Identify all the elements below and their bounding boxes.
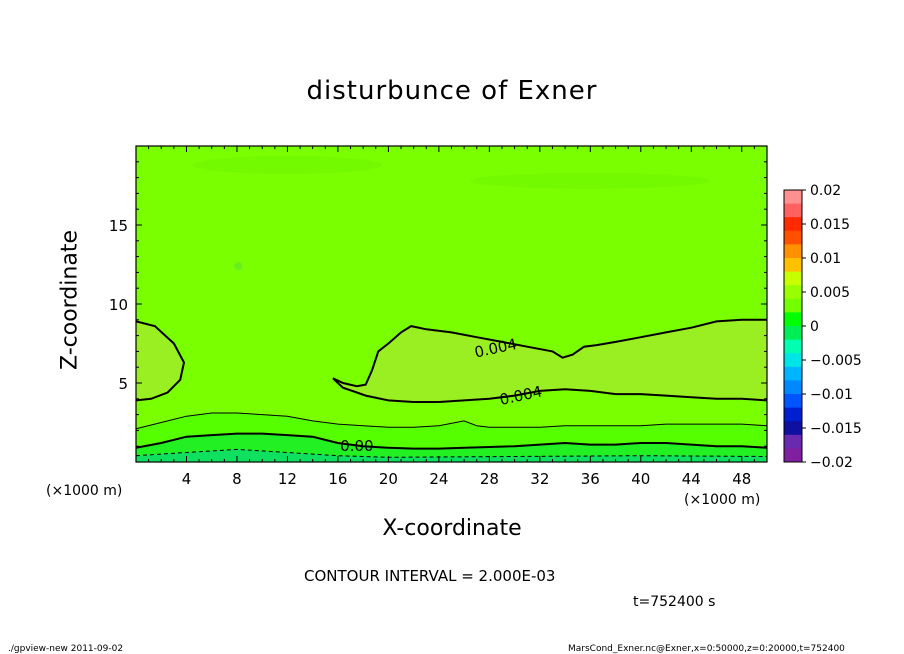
fill-patch [192, 155, 383, 174]
colorbar-band [784, 353, 802, 368]
x-tick-label: 28 [480, 470, 499, 488]
colorbar-band [784, 203, 802, 218]
colorbar-tick-label: 0.02 [810, 183, 841, 199]
time-label: t=752400 s [633, 594, 716, 610]
colorbar-band [784, 339, 802, 354]
colorbar-band [784, 394, 802, 409]
contour-line [136, 448, 767, 458]
colorbar-band [784, 366, 802, 381]
y-tick-label: 10 [109, 296, 128, 314]
fill-band-negative [136, 449, 767, 462]
colorbar-band [784, 285, 802, 300]
contour-interval-text: CONTOUR INTERVAL = 2.000E-03 [304, 567, 556, 585]
x-tick-label: 24 [429, 470, 448, 488]
colorbar-band [784, 244, 802, 259]
colorbar-tick-label: 0.015 [810, 217, 850, 233]
x-tick-label: 36 [581, 470, 600, 488]
x-axis-label-text: X-coordinate [382, 516, 522, 541]
colorbar-band [784, 190, 802, 205]
y-tick-label: 5 [118, 375, 128, 393]
contour-line [136, 412, 767, 430]
fill-background [136, 146, 767, 462]
fill-patch [470, 172, 711, 189]
x-tick-label: 44 [682, 470, 701, 488]
colorbar-band [784, 230, 802, 245]
contour-line [136, 432, 767, 450]
x-tick-label: 8 [232, 470, 242, 488]
colorbar-band [784, 380, 802, 395]
x-tick-label: 32 [530, 470, 549, 488]
colorbar-tick-label: 0 [810, 319, 819, 335]
x-tick-label: 4 [182, 470, 192, 488]
contour-line [332, 377, 767, 403]
colorbar-tick-label: 0.005 [810, 285, 850, 301]
colorbar-band [784, 271, 802, 286]
x-tick-label: 48 [732, 470, 751, 488]
y-axis-unit-label: (×1000 m) [46, 483, 123, 499]
x-axis-unit-label: (×1000 m) [684, 492, 761, 508]
contour-label: 0.00 [340, 437, 373, 455]
y-tick-label: 15 [109, 217, 128, 235]
fill-region-middle [332, 319, 767, 402]
colorbar-tick-label: 0.01 [810, 251, 841, 267]
colorbar-band [784, 312, 802, 327]
fill-patch [234, 262, 243, 271]
colorbar-band [784, 326, 802, 341]
colorbar-tick-label: −0.01 [810, 387, 853, 403]
colorbar-band [784, 258, 802, 273]
contour-line [136, 320, 186, 402]
colorbar-band [784, 434, 802, 449]
colorbar-band [784, 421, 802, 436]
x-tick-label: 12 [278, 470, 297, 488]
x-tick-label: 16 [328, 470, 347, 488]
footer-right: MarsCond_Exner.nc@Exner,x=0:50000,z=0:20… [568, 644, 845, 654]
footer-left: ./gpview-new 2011-09-02 [8, 644, 124, 654]
fill-region-left [136, 321, 184, 401]
chart-title: disturbunce of Exner [306, 76, 598, 106]
x-tick-label: 20 [379, 470, 398, 488]
colorbar-band [784, 448, 802, 463]
plot-area [136, 146, 767, 462]
colorbar-band [784, 407, 802, 422]
colorbar-tick-label: −0.005 [810, 353, 862, 369]
colorbar-tick-label: −0.02 [810, 455, 853, 471]
contour-line [332, 318, 767, 388]
colorbar-tick-label: −0.015 [810, 421, 862, 437]
colorbar-band [784, 298, 802, 313]
x-tick-label: 40 [631, 470, 650, 488]
colorbar-band [784, 217, 802, 232]
x-axis-label: X-coordinate [0, 516, 904, 541]
